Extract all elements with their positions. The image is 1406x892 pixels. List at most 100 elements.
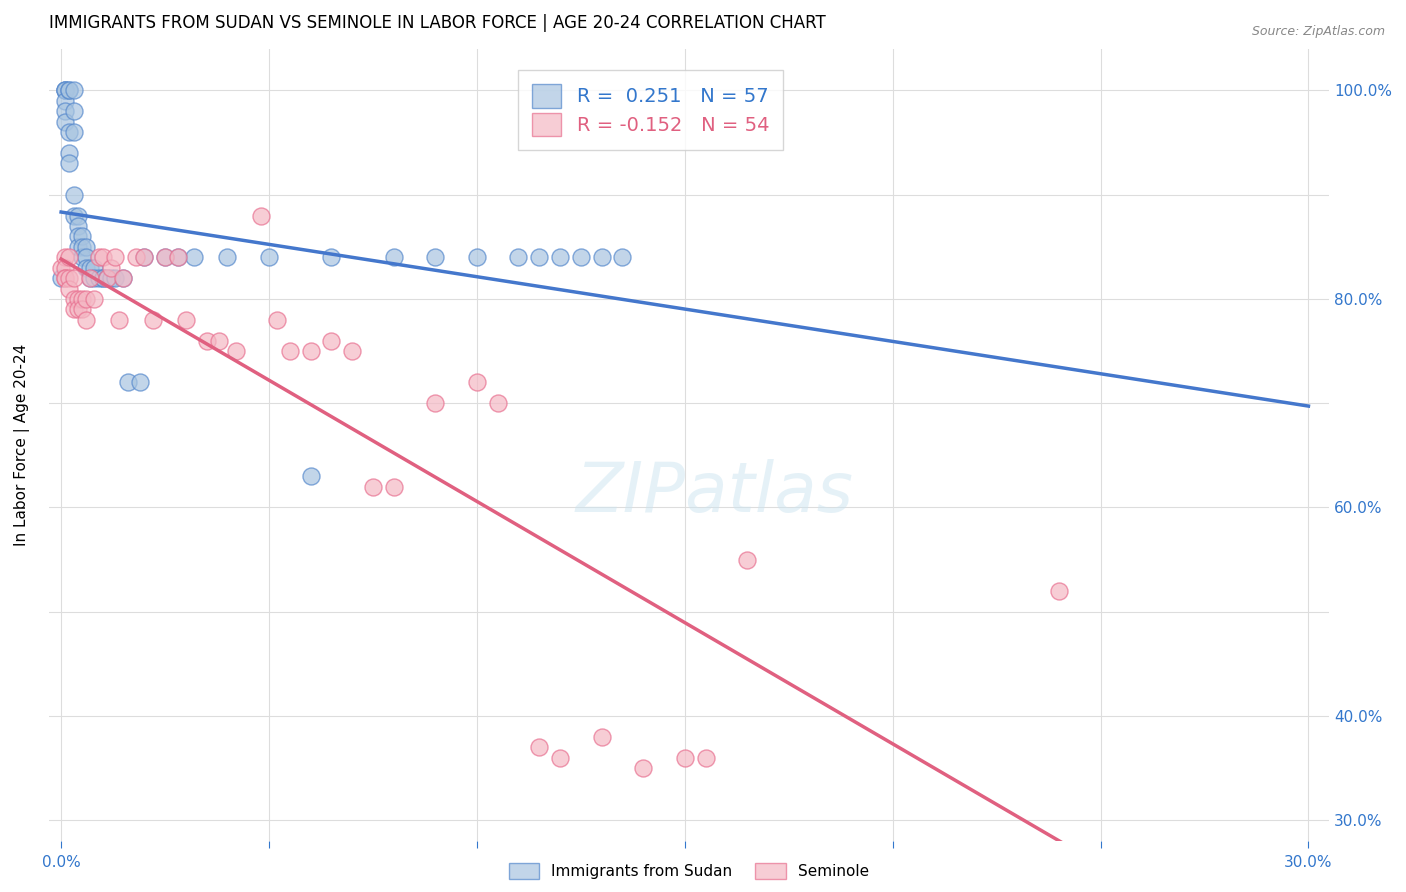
Point [125, 250, 148, 264]
Point [591, 730, 613, 744]
Point [58, 156, 80, 170]
Point [91, 271, 114, 285]
Point [53, 260, 76, 275]
Point [134, 250, 156, 264]
Point [79, 271, 101, 285]
Point [75, 313, 97, 327]
Point [104, 271, 127, 285]
Point [100, 260, 122, 275]
Point [299, 344, 322, 359]
Point [62, 292, 84, 306]
Point [62, 209, 84, 223]
Point [257, 250, 280, 264]
Point [75, 292, 97, 306]
Point [529, 250, 551, 264]
Point [529, 740, 551, 755]
Point [58, 271, 80, 285]
Point [166, 250, 188, 264]
Point [321, 334, 343, 348]
Point [134, 250, 156, 264]
Point [142, 313, 165, 327]
Point [58, 83, 80, 97]
Point [508, 250, 530, 264]
Point [70, 250, 93, 264]
Point [631, 761, 654, 775]
Point [96, 271, 118, 285]
Point [425, 396, 447, 410]
Point [53, 271, 76, 285]
Point [49, 260, 72, 275]
Point [340, 344, 363, 359]
Point [62, 104, 84, 119]
Point [53, 250, 76, 264]
Point [53, 83, 76, 97]
Point [612, 250, 634, 264]
Point [208, 334, 231, 348]
Point [548, 750, 571, 764]
Point [153, 250, 176, 264]
Point [66, 240, 89, 254]
Point [465, 376, 488, 390]
Point [53, 83, 76, 97]
Point [217, 250, 239, 264]
Point [225, 344, 247, 359]
Point [278, 344, 301, 359]
Point [53, 271, 76, 285]
Point [66, 219, 89, 233]
Point [112, 271, 135, 285]
Point [53, 94, 76, 108]
Point [79, 271, 101, 285]
Point [66, 209, 89, 223]
Point [129, 376, 152, 390]
Point [53, 83, 76, 97]
Point [382, 250, 405, 264]
Point [75, 260, 97, 275]
Point [66, 292, 89, 306]
Text: Source: ZipAtlas.com: Source: ZipAtlas.com [1251, 25, 1385, 38]
Point [96, 271, 118, 285]
Point [382, 480, 405, 494]
Point [87, 250, 110, 264]
Point [1047, 583, 1070, 598]
Point [62, 125, 84, 139]
Point [299, 469, 322, 483]
Point [486, 396, 509, 410]
Point [53, 104, 76, 119]
Point [166, 250, 188, 264]
Text: ZIPatlas: ZIPatlas [575, 459, 853, 526]
Point [58, 281, 80, 295]
Point [112, 271, 135, 285]
Point [75, 240, 97, 254]
Point [548, 250, 571, 264]
Point [695, 750, 717, 764]
Point [66, 229, 89, 244]
Point [321, 250, 343, 264]
Point [195, 334, 218, 348]
Point [58, 146, 80, 161]
Point [83, 260, 105, 275]
Point [735, 552, 758, 566]
Point [174, 313, 197, 327]
Point [591, 250, 613, 264]
Point [62, 83, 84, 97]
Text: IMMIGRANTS FROM SUDAN VS SEMINOLE IN LABOR FORCE | AGE 20-24 CORRELATION CHART: IMMIGRANTS FROM SUDAN VS SEMINOLE IN LAB… [49, 14, 825, 32]
Point [70, 302, 93, 317]
Y-axis label: In Labor Force | Age 20-24: In Labor Force | Age 20-24 [14, 343, 30, 546]
Point [425, 250, 447, 264]
Point [266, 313, 288, 327]
Point [75, 250, 97, 264]
Point [58, 125, 80, 139]
Point [87, 271, 110, 285]
Point [79, 260, 101, 275]
Point [673, 750, 696, 764]
Point [58, 83, 80, 97]
Point [100, 271, 122, 285]
Point [70, 229, 93, 244]
Point [249, 209, 271, 223]
Point [62, 302, 84, 317]
Point [465, 250, 488, 264]
Point [153, 250, 176, 264]
Point [53, 114, 76, 128]
Point [62, 187, 84, 202]
Point [58, 250, 80, 264]
